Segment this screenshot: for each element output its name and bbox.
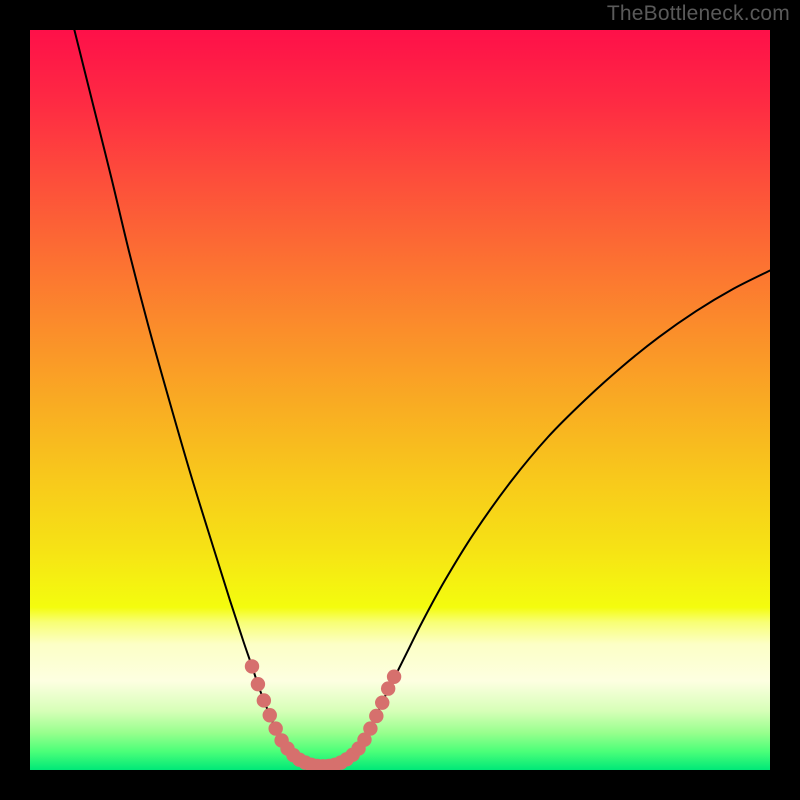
- curve-marker: [387, 670, 401, 684]
- watermark-label: TheBottleneck.com: [607, 2, 790, 26]
- gradient-background: [30, 30, 770, 770]
- chart-stage: TheBottleneck.com: [0, 0, 800, 800]
- curve-marker: [363, 721, 377, 735]
- curve-marker: [245, 659, 259, 673]
- curve-marker: [251, 677, 265, 691]
- curve-marker: [375, 695, 389, 709]
- curve-marker: [257, 693, 271, 707]
- curve-marker: [369, 709, 383, 723]
- plot-area: [30, 30, 770, 770]
- bottleneck-chart-svg: [30, 30, 770, 770]
- curve-marker: [263, 708, 277, 722]
